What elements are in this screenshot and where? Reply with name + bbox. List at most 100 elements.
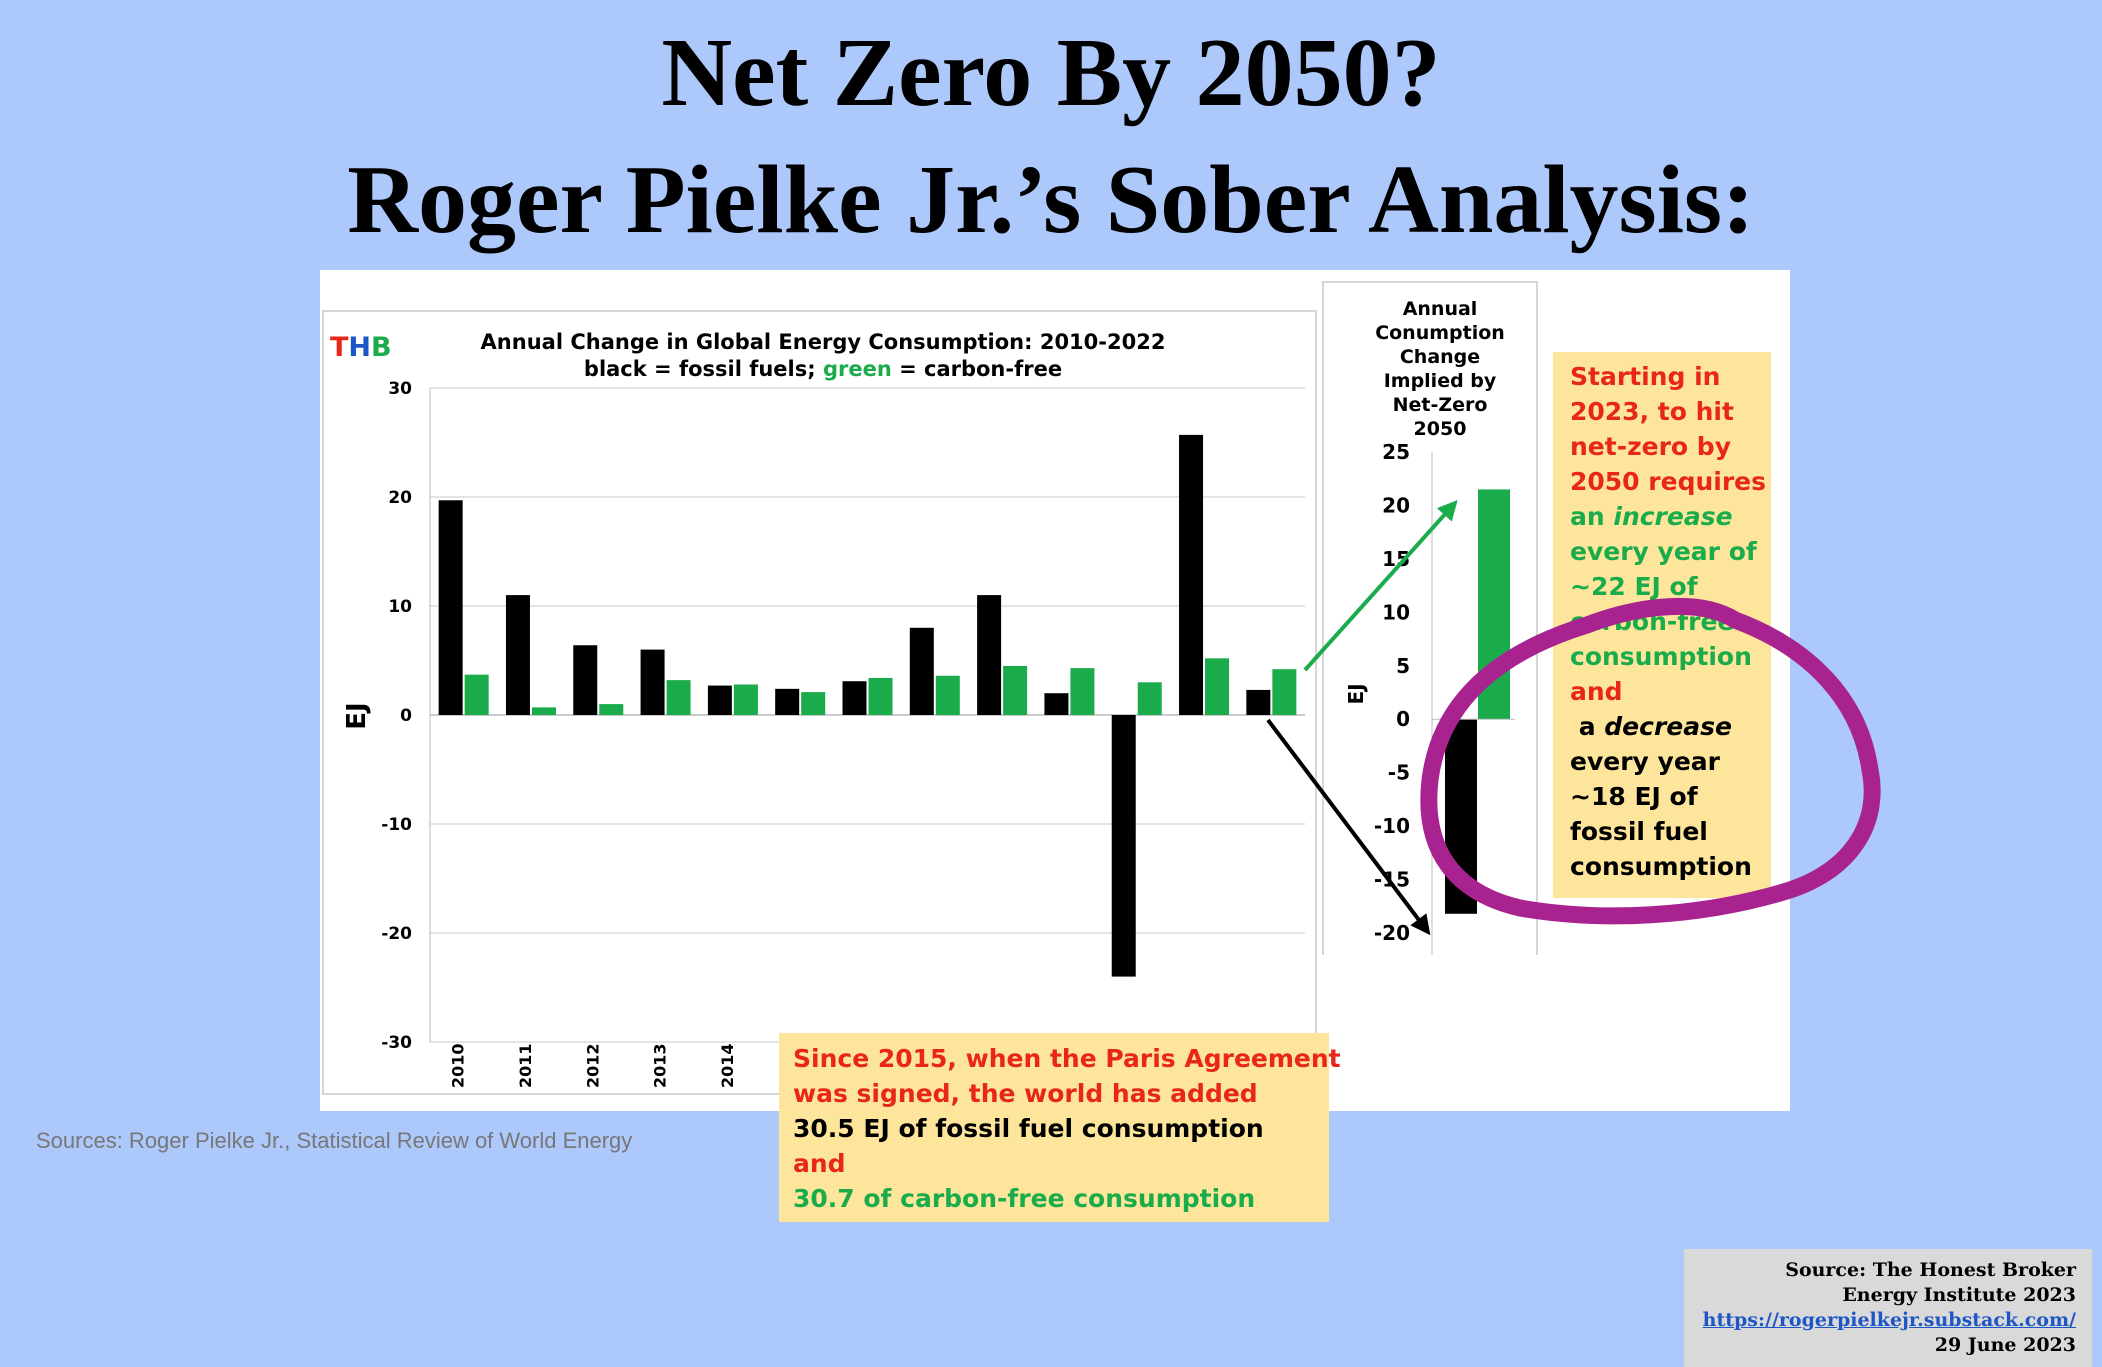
source-date: 29 June 2023 (1934, 1334, 2076, 1356)
required-carbon-free-increase-bar (1478, 489, 1510, 720)
carbon-free-bar (935, 675, 960, 715)
netzero-note-line-3: net-zero by (1570, 432, 1731, 461)
main-y-tick-label: 20 (388, 488, 412, 508)
carbon-free-bar (868, 677, 893, 715)
main-x-tick-label: 2013 (651, 1043, 670, 1088)
slide-title-line-1: Net Zero By 2050? (661, 19, 1441, 127)
side-y-tick-label: 5 (1396, 654, 1410, 678)
main-y-tick-label: -10 (381, 815, 412, 835)
fossil-bar (775, 688, 800, 715)
main-y-tick-label: -20 (381, 924, 412, 944)
net-zero-note: Starting in 2023, to hit net-zero by 205… (1553, 352, 1771, 898)
netzero-note-line-10: and (1570, 677, 1623, 706)
netzero-note-line-15: consumption (1570, 852, 1752, 881)
main-chart-subtitle: black = fossil fuels; green = carbon-fre… (584, 357, 1062, 381)
slide-footer: Sources: Roger Pielke Jr., Statistical R… (36, 1128, 633, 1153)
paris-agreement-note: Since 2015, when the Paris Agreement was… (779, 1033, 1341, 1222)
main-y-tick-label: 10 (388, 597, 412, 617)
carbon-free-bar (1003, 665, 1028, 715)
netzero-note-decrease: decrease (1604, 712, 1732, 741)
logo-letter-h: H (348, 332, 371, 363)
paris-note-line-5: 30.7 of carbon-free consumption (793, 1184, 1256, 1213)
fossil-bar (909, 627, 934, 715)
carbon-free-bar (464, 674, 489, 715)
side-title-line: 2050 (1414, 418, 1467, 440)
carbon-free-bar (666, 680, 691, 715)
netzero-note-line-1: Starting in (1570, 362, 1721, 391)
netzero-note-increase: increase (1613, 502, 1733, 531)
main-y-tick-label: -30 (381, 1033, 412, 1053)
fossil-bar (1044, 693, 1069, 715)
side-y-tick-label: 0 (1396, 707, 1410, 731)
fossil-bar (640, 649, 665, 715)
source-box: Source: The Honest Broker Energy Institu… (1684, 1249, 2092, 1367)
slide-title-line-2: Roger Pielke Jr.’s Sober Analysis: (347, 146, 1755, 254)
side-title-line: Change (1400, 346, 1480, 368)
carbon-free-bar (801, 692, 826, 715)
subtitle-part-1: black = fossil fuels; (584, 357, 823, 381)
fossil-bar (1246, 689, 1271, 715)
thb-logo: THB (330, 332, 392, 363)
paris-note-line-2: was signed, the world has added (793, 1079, 1258, 1108)
netzero-note-line-8: carbon-free (1570, 607, 1735, 636)
netzero-note-line-14: fossil fuel (1570, 817, 1708, 846)
side-y-tick-label: 25 (1382, 440, 1410, 464)
side-title-line: Conumption (1375, 322, 1505, 344)
netzero-note-line-2: 2023, to hit (1570, 397, 1734, 426)
carbon-free-bar (1137, 682, 1162, 715)
netzero-note-line-6: every year of (1570, 537, 1757, 566)
main-x-tick-label: 2010 (449, 1043, 468, 1088)
carbon-free-bar (599, 704, 624, 715)
main-y-tick-label: 30 (388, 379, 412, 399)
carbon-free-bar (733, 684, 758, 715)
side-y-tick-label: -15 (1374, 868, 1410, 892)
netzero-note-line-4: 2050 requires (1570, 467, 1766, 496)
required-fossil-decrease-bar (1445, 719, 1477, 914)
fossil-bar (1179, 434, 1204, 715)
netzero-note-line-9: consumption (1570, 642, 1752, 671)
side-title-line: Annual (1403, 298, 1478, 320)
main-y-tick-label: 0 (400, 706, 412, 726)
netzero-note-line-11a: a (1570, 712, 1605, 741)
main-chart-ylabel: EJ (342, 702, 372, 729)
carbon-free-bar (531, 707, 556, 715)
side-chart-title: Annual Conumption Change Implied by Net-Zero… (1375, 298, 1505, 440)
netzero-note-line-5a: an (1570, 502, 1614, 531)
side-y-tick-label: 10 (1382, 600, 1410, 624)
source-line-1: Source: The Honest Broker (1785, 1259, 2076, 1281)
fossil-bar (1111, 715, 1136, 977)
subtitle-part-3: = carbon-free (892, 357, 1062, 381)
arrow-to-increase (1303, 500, 1458, 672)
logo-letter-b: B (371, 332, 392, 363)
fossil-bar (977, 595, 1002, 715)
fossil-bar (505, 595, 530, 715)
netzero-note-line-11: a decrease (1570, 709, 1771, 744)
fossil-bar (573, 645, 598, 715)
carbon-free-bar (1205, 658, 1230, 715)
side-y-tick-label: 20 (1382, 493, 1410, 517)
side-title-line: Implied by (1384, 370, 1497, 392)
side-chart-ylabel: EJ (1344, 683, 1368, 704)
paris-note-line-4: and (793, 1149, 846, 1178)
side-y-tick-label: -10 (1374, 814, 1410, 838)
subtitle-part-green: green (823, 357, 892, 381)
paris-note-line-3: 30.5 EJ of fossil fuel consumption (793, 1114, 1264, 1143)
netzero-note-line-13: ~18 EJ of (1570, 782, 1698, 811)
main-x-tick-label: 2012 (583, 1043, 602, 1088)
netzero-note-line-5: an increase (1570, 499, 1771, 534)
arrow-to-decrease (1266, 718, 1431, 936)
netzero-note-line-7: ~22 EJ of (1570, 572, 1698, 601)
paris-note-line-1: Since 2015, when the Paris Agreement (793, 1044, 1341, 1073)
side-y-tick-label: -5 (1388, 761, 1410, 785)
side-y-tick-label: -20 (1374, 921, 1410, 945)
source-link[interactable]: https://rogerpielkejr.substack.com/ (1702, 1309, 2076, 1331)
main-chart-title: Annual Change in Global Energy Consumpti… (481, 330, 1166, 354)
source-line-2: Energy Institute 2023 (1842, 1284, 2076, 1306)
carbon-free-bar (1070, 668, 1095, 715)
main-x-tick-label: 2011 (516, 1043, 535, 1088)
logo-letter-t: T (330, 332, 349, 363)
fossil-bar (438, 500, 463, 715)
fossil-bar (842, 681, 867, 715)
side-title-line: Net-Zero (1393, 394, 1488, 416)
netzero-note-line-12: every year (1570, 747, 1720, 776)
